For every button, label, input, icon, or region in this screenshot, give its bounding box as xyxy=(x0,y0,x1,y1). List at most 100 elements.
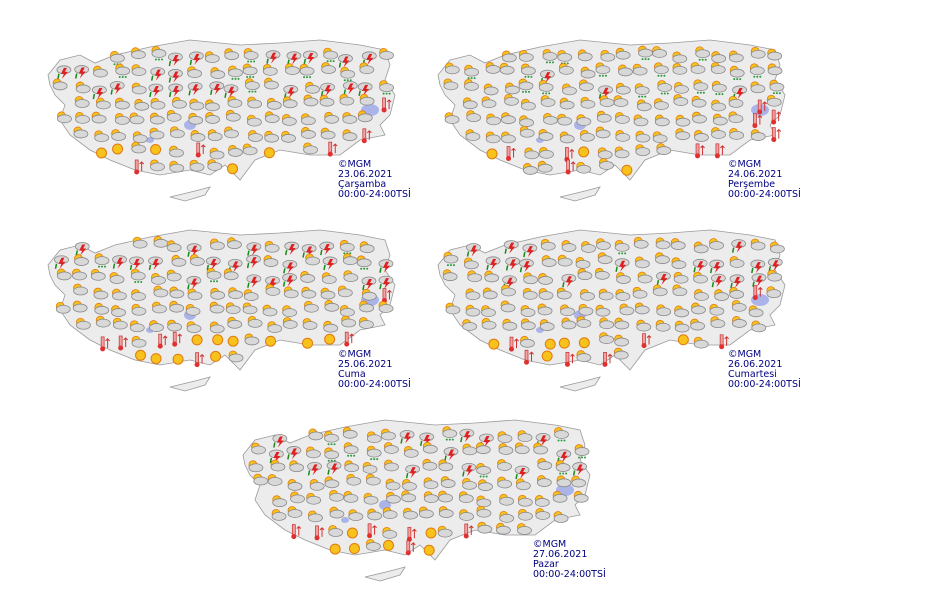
cloud xyxy=(711,130,726,139)
cloud xyxy=(729,290,745,299)
cloud xyxy=(339,96,355,106)
cloud-icon xyxy=(285,63,300,76)
rain xyxy=(615,266,618,272)
cloud xyxy=(580,69,596,79)
thermometer-bulb xyxy=(506,156,512,162)
cloud xyxy=(632,66,648,76)
rain-drop xyxy=(452,264,455,267)
cloud-icon xyxy=(537,303,553,316)
thermometer xyxy=(464,523,469,536)
rain-drop xyxy=(641,58,644,61)
cloud-icon xyxy=(149,127,165,140)
thermometer xyxy=(509,336,514,349)
sun-icon xyxy=(210,350,222,362)
rain-drop xyxy=(249,75,252,78)
cloud xyxy=(709,241,724,250)
cloud xyxy=(242,146,258,156)
sun-icon xyxy=(112,143,124,155)
rain-drop xyxy=(601,74,604,77)
cloud xyxy=(499,513,515,523)
cloud xyxy=(206,270,222,280)
cloud xyxy=(711,54,727,63)
cloud-icon xyxy=(262,63,278,76)
thermometer xyxy=(566,159,570,172)
cloud xyxy=(112,291,127,301)
cloud xyxy=(366,542,381,551)
cloud-icon xyxy=(504,93,519,106)
cloud xyxy=(95,318,111,328)
lightning xyxy=(754,262,762,274)
cloud xyxy=(518,53,534,62)
cloud-icon xyxy=(134,98,150,111)
rain-drop xyxy=(736,78,739,81)
cloud xyxy=(361,291,377,301)
cloud xyxy=(246,117,262,127)
thermometer-bulb xyxy=(771,137,777,143)
cloud xyxy=(339,242,355,252)
lightning xyxy=(287,87,295,99)
cloud xyxy=(481,308,496,318)
lightning xyxy=(772,260,780,272)
rain-drop xyxy=(545,92,548,95)
cloud xyxy=(521,101,536,111)
cloud xyxy=(600,52,616,62)
cloud xyxy=(129,115,145,125)
cloud-icon xyxy=(242,302,258,315)
cloud xyxy=(132,239,148,249)
cloud-icon xyxy=(205,112,221,124)
cloud xyxy=(343,445,359,455)
rain-drop xyxy=(347,454,350,457)
rain-drop xyxy=(718,93,721,96)
arrow-up xyxy=(607,353,613,364)
cloud-icon xyxy=(379,48,395,60)
cloud-icon xyxy=(497,431,513,444)
thermometer xyxy=(344,331,349,344)
cyprus xyxy=(559,186,601,202)
cloud-icon xyxy=(540,238,556,251)
cloud-icon xyxy=(542,48,558,61)
cloud xyxy=(477,524,493,534)
cloud xyxy=(538,291,554,300)
cloud-icon xyxy=(615,47,631,60)
cloud xyxy=(517,497,533,507)
cloud xyxy=(132,134,148,144)
cloud xyxy=(166,243,182,253)
cloud xyxy=(654,101,669,111)
rain xyxy=(466,251,470,257)
cloud-icon xyxy=(282,96,298,109)
cloud xyxy=(655,322,671,332)
cloud-icon xyxy=(543,112,558,125)
arrow-up xyxy=(162,335,168,346)
cloud-icon xyxy=(363,492,379,505)
cloud xyxy=(153,238,169,248)
cloud xyxy=(248,133,263,142)
thermometer xyxy=(382,288,387,300)
cloud xyxy=(514,445,530,455)
cloud xyxy=(169,303,185,313)
cloud-icon xyxy=(444,62,460,75)
rain-drop xyxy=(349,252,352,255)
rain-drop xyxy=(660,74,663,77)
cloud xyxy=(73,286,88,296)
cloud-icon xyxy=(637,271,653,284)
cloud-icon xyxy=(518,50,534,62)
cloud xyxy=(57,114,72,124)
cloud xyxy=(614,337,630,347)
cloud xyxy=(204,54,220,64)
cloud xyxy=(767,272,783,282)
cloud xyxy=(263,258,279,267)
thermometer xyxy=(382,97,386,110)
cloud-icon xyxy=(166,109,182,122)
cloud xyxy=(540,241,556,251)
cloud-icon xyxy=(153,285,169,298)
cloud-icon xyxy=(423,477,439,490)
rain xyxy=(129,264,133,270)
cloud-icon xyxy=(264,77,279,90)
cloud-icon xyxy=(594,267,610,280)
rain-drop xyxy=(134,281,137,284)
arrow-up xyxy=(387,289,392,300)
cloud-icon xyxy=(580,66,596,79)
rain-drop xyxy=(473,77,476,80)
cloud-icon xyxy=(244,333,260,346)
